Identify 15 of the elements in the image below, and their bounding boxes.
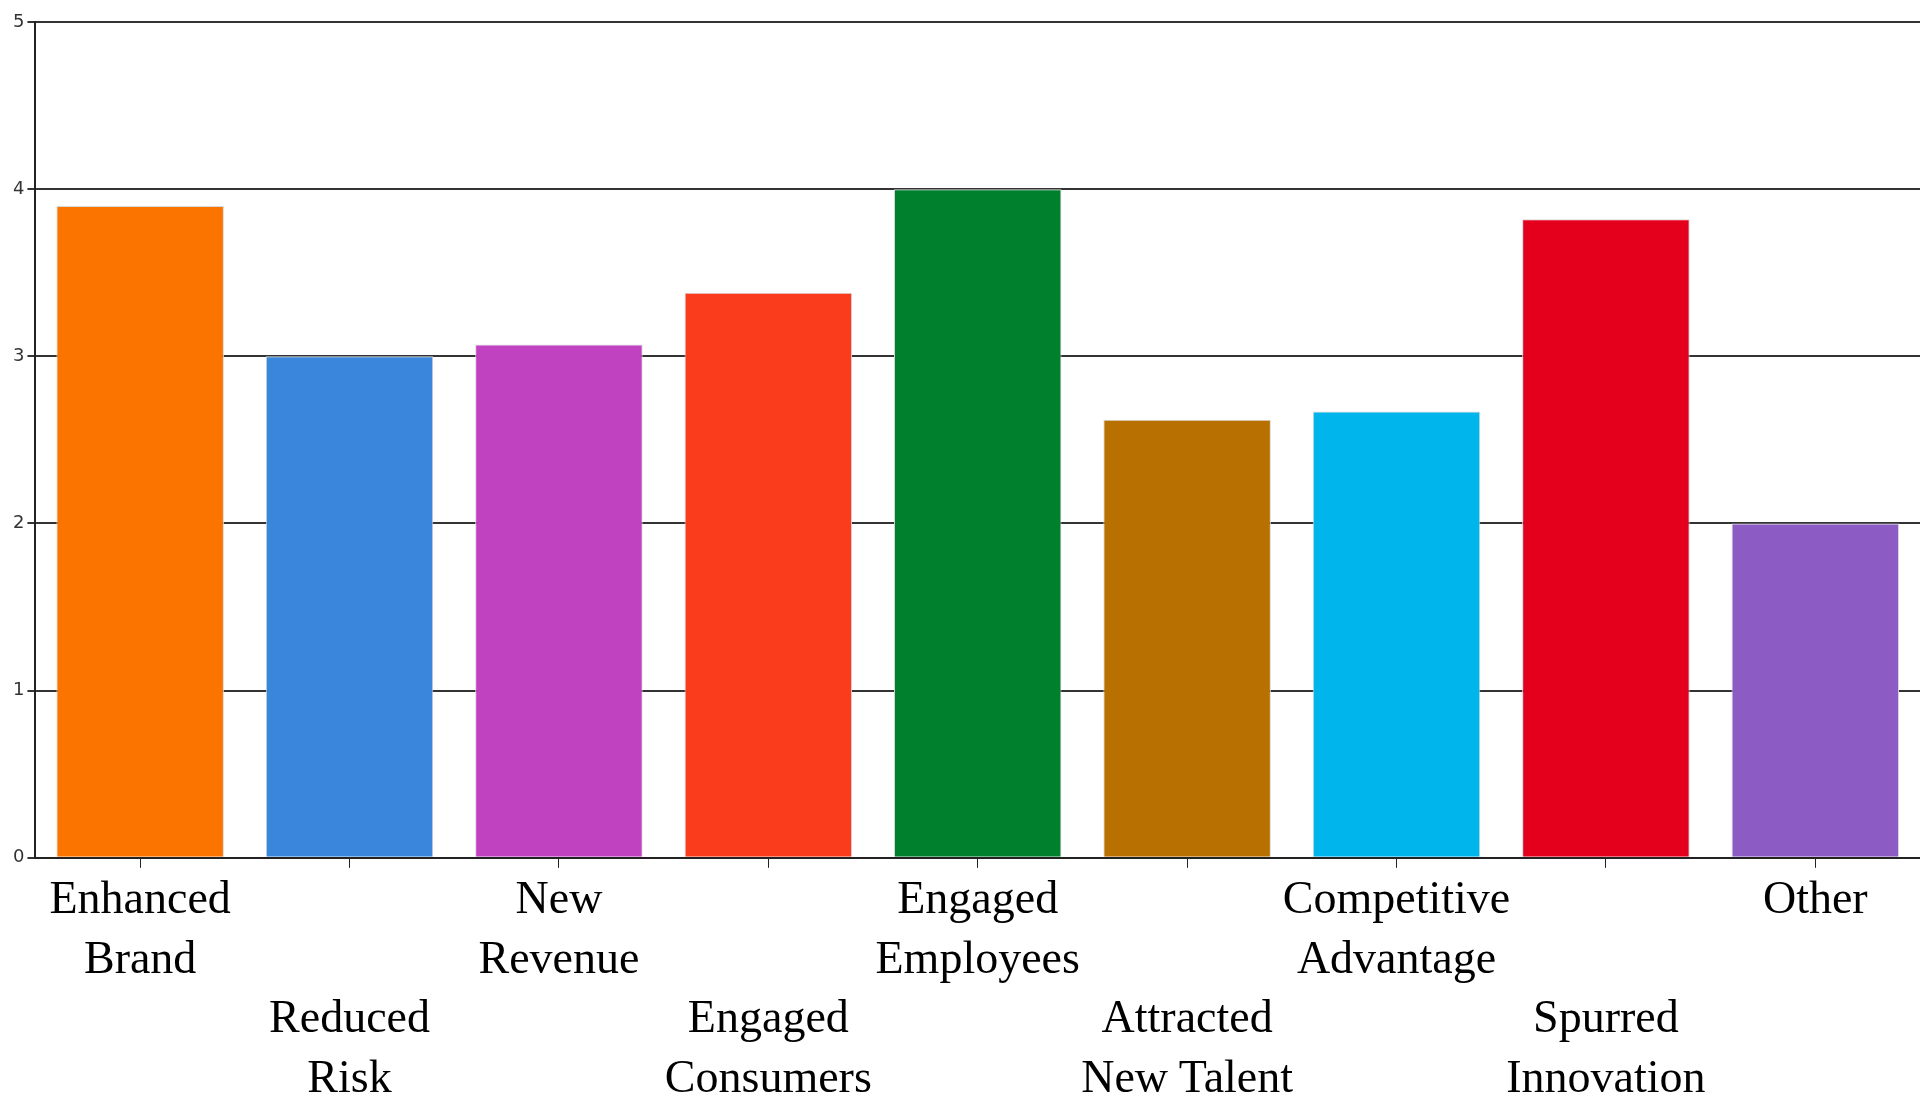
x-tick-label: Competitive Advantage bbox=[1282, 871, 1511, 983]
x-tick-label: Spurred Innovation bbox=[1506, 991, 1706, 1103]
x-tick-label: Reduced Risk bbox=[269, 991, 431, 1103]
x-tick-label: New Revenue bbox=[478, 871, 640, 983]
x-tick-label: Engaged Employees bbox=[875, 871, 1080, 983]
x-tick-label: Other bbox=[1762, 871, 1868, 923]
x-tick-label: Attracted New Talent bbox=[1081, 991, 1294, 1103]
x-tick-label: Enhanced Brand bbox=[49, 871, 231, 983]
y-tick-label: 4 bbox=[13, 176, 25, 198]
y-tick-label: 1 bbox=[13, 678, 25, 700]
y-tick-label: 0 bbox=[13, 845, 25, 867]
y-tick-label: 3 bbox=[13, 343, 25, 365]
x-tick-label: Engaged Consumers bbox=[664, 991, 872, 1103]
y-tick-label: 5 bbox=[13, 9, 25, 31]
y-tick-label: 2 bbox=[13, 511, 25, 533]
